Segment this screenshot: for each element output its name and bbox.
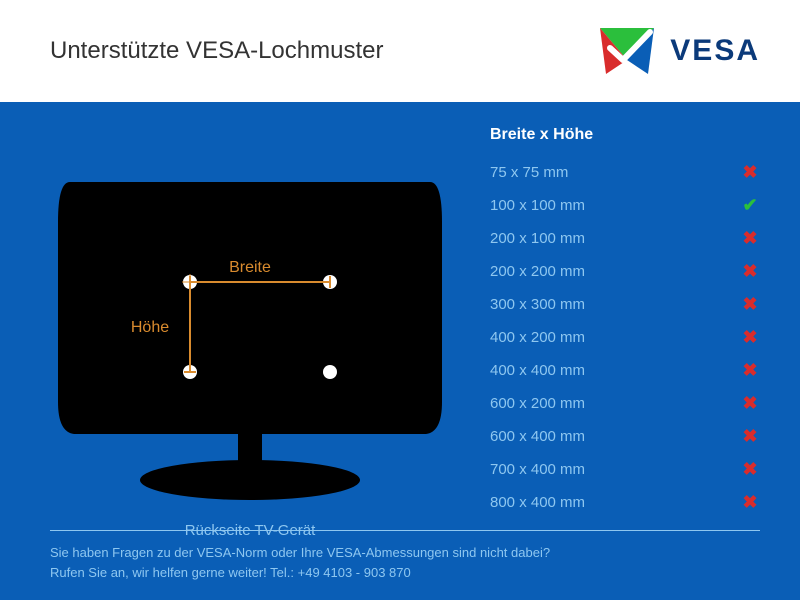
size-label: 75 x 75 mm [490, 164, 568, 181]
cross-icon: ✖ [740, 327, 760, 348]
page-title: Unterstützte VESA-Lochmuster [50, 37, 383, 65]
checkmark-shield-icon [596, 24, 658, 78]
table-row: 200 x 100 mm ✖ [490, 222, 760, 255]
table-row: 700 x 400 mm ✖ [490, 453, 760, 486]
size-label: 100 x 100 mm [490, 197, 585, 214]
cross-icon: ✖ [740, 228, 760, 249]
cross-icon: ✖ [740, 360, 760, 381]
cross-icon: ✖ [740, 294, 760, 315]
table-row: 800 x 400 mm ✖ [490, 486, 760, 519]
table-body: 75 x 75 mm✖100 x 100 mm✔200 x 100 mm✖200… [490, 156, 760, 519]
size-label: 600 x 400 mm [490, 428, 585, 445]
table-header: Breite x Höhe [490, 126, 760, 144]
logo-text: VESA [670, 34, 760, 68]
cross-icon: ✖ [740, 492, 760, 513]
check-icon: ✔ [740, 195, 760, 216]
size-label: 700 x 400 mm [490, 461, 585, 478]
footer-divider [50, 530, 760, 531]
size-label: 200 x 100 mm [490, 230, 585, 247]
table-row: 400 x 400 mm ✖ [490, 354, 760, 387]
size-label: 400 x 200 mm [490, 329, 585, 346]
footer-line2: Rufen Sie an, wir helfen gerne weiter! T… [50, 565, 411, 580]
cross-icon: ✖ [740, 426, 760, 447]
footer-line1: Sie haben Fragen zu der VESA-Norm oder I… [50, 545, 550, 560]
table-row: 600 x 200 mm ✖ [490, 387, 760, 420]
size-label: 800 x 400 mm [490, 494, 585, 511]
table-row: 75 x 75 mm ✖ [490, 156, 760, 189]
table-row: 300 x 300 mm ✖ [490, 288, 760, 321]
size-label: 300 x 300 mm [490, 296, 585, 313]
size-label: 400 x 400 mm [490, 362, 585, 379]
size-label: 600 x 200 mm [490, 395, 585, 412]
header: Unterstützte VESA-Lochmuster VESA [0, 0, 800, 102]
cross-icon: ✖ [740, 393, 760, 414]
vesa-size-table: Breite x Höhe 75 x 75 mm ✖ 100 x 100 mm ✔ 20… [450, 122, 760, 600]
footer-text: Sie haben Fragen zu der VESA-Norm oder I… [50, 543, 760, 582]
table-row: 100 x 100 mm ✔ [490, 189, 760, 222]
table-row: 200 x 200 mm ✖ [490, 255, 760, 288]
cross-icon: ✖ [740, 261, 760, 282]
size-label: 200 x 200 mm [490, 263, 585, 280]
diagram-column: Breite Höhe Rückseite TV-Gerät [50, 122, 450, 600]
cross-icon: ✖ [740, 162, 760, 183]
main-panel: Breite Höhe Rückseite TV-Gerät Breite x … [0, 102, 800, 600]
footer: Sie haben Fragen zu der VESA-Norm oder I… [50, 530, 760, 582]
table-row: 600 x 400 mm ✖ [490, 420, 760, 453]
height-label: Höhe [131, 319, 169, 336]
cross-icon: ✖ [740, 459, 760, 480]
tv-back-diagram: Breite Höhe [50, 162, 450, 512]
vesa-logo: VESA [596, 24, 760, 78]
table-row: 400 x 200 mm ✖ [490, 321, 760, 354]
width-label: Breite [229, 259, 271, 276]
